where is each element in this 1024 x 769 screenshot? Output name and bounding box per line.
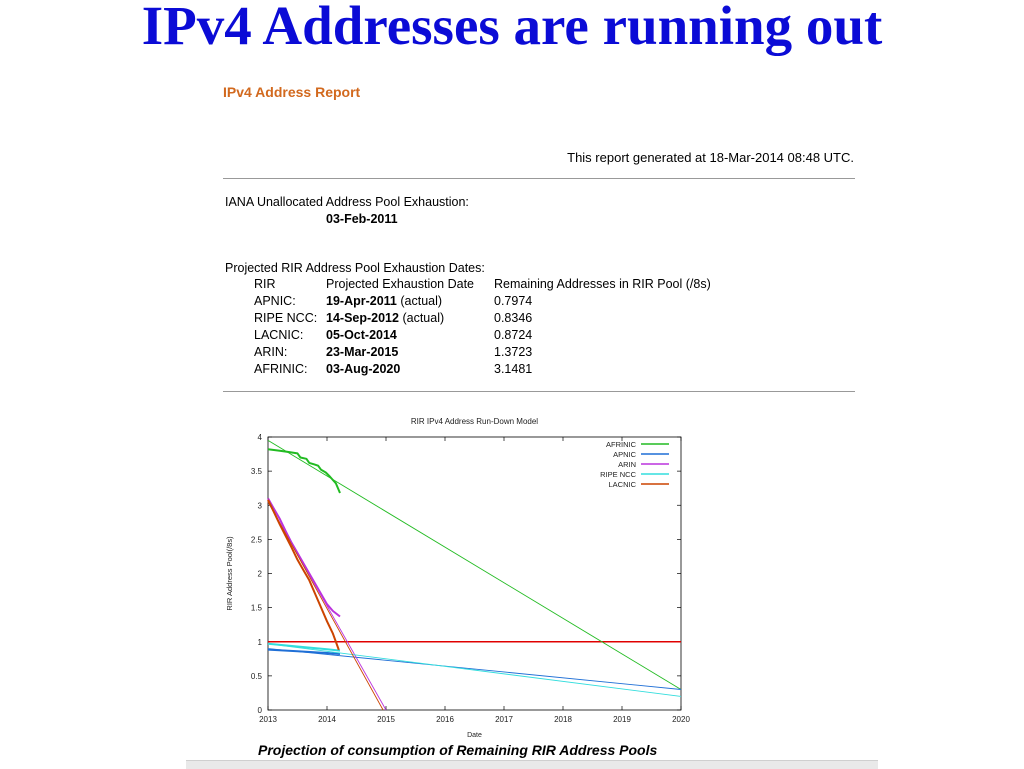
y-tick-label: 1 [258, 638, 263, 647]
row-date-cell: 14-Sep-2012 (actual) [326, 311, 444, 325]
row-note: (actual) [400, 294, 443, 308]
table-header-rir: RIR [254, 277, 276, 291]
slide-title: IPv4 Addresses are running out [141, 0, 883, 56]
x-tick-label: 2014 [318, 715, 336, 724]
series-actual-line [267, 499, 340, 651]
x-tick-label: 2017 [495, 715, 513, 724]
x-axis-label: Date [467, 732, 482, 739]
chart-caption: Projection of consumption of Remaining R… [258, 742, 658, 758]
iana-exhaustion-date: 03-Feb-2011 [326, 212, 398, 226]
row-date: 23-Mar-2015 [326, 345, 399, 359]
series-projection-line [267, 440, 682, 690]
y-tick-label: 1.5 [251, 604, 263, 613]
y-tick-label: 4 [258, 433, 263, 442]
legend-label: LACNIC [608, 480, 636, 489]
rundown-chart: RIR IPv4 Address Run-Down Model 0 0.5 1 1.5 2… [225, 417, 690, 739]
x-tick-label: 2020 [672, 715, 690, 724]
y-axis-label: RIR Address Pool(/8s) [225, 536, 234, 611]
legend-label: RIPE NCC [600, 470, 636, 479]
series-actual-line [267, 642, 341, 652]
report-title: IPv4 Address Report [223, 84, 361, 100]
row-rir: RIPE NCC: [254, 311, 318, 325]
projected-dates-label: Projected RIR Address Pool Exhaustion Da… [225, 261, 485, 275]
x-tick-label: 2015 [377, 715, 395, 724]
chart-title: RIR IPv4 Address Run-Down Model [411, 417, 538, 426]
y-tick-label: 0.5 [251, 672, 263, 681]
row-note: (actual) [402, 311, 445, 325]
divider-top [223, 178, 855, 179]
series-actual-line [267, 648, 341, 655]
row-rir: APNIC: [254, 294, 296, 308]
legend-label: AFRINIC [606, 440, 637, 449]
row-rir: LACNIC: [254, 328, 304, 342]
legend-label: ARIN [618, 460, 636, 469]
row-rir: AFRINIC: [254, 362, 308, 376]
bottom-scroll-strip [186, 760, 878, 769]
y-tick-label: 3 [258, 501, 263, 510]
report-generated-timestamp: This report generated at 18-Mar-2014 08:… [567, 150, 854, 165]
y-tick-label: 3.5 [251, 467, 263, 476]
row-date: 03-Aug-2020 [326, 362, 401, 376]
row-date: 19-Apr-2011 [326, 294, 397, 308]
x-tick-label: 2018 [554, 715, 572, 724]
table-header-remaining: Remaining Addresses in RIR Pool (/8s) [494, 277, 711, 291]
y-tick-label: 0 [258, 706, 263, 715]
row-remaining: 0.8724 [494, 328, 533, 342]
iana-exhaustion-label: IANA Unallocated Address Pool Exhaustion… [225, 195, 469, 209]
series-projection-line [267, 643, 682, 697]
series-actual-line [267, 448, 341, 494]
row-remaining: 3.1481 [494, 362, 533, 376]
row-remaining: 0.8346 [494, 311, 533, 325]
row-rir: ARIN: [254, 345, 288, 359]
row-remaining: 1.3723 [494, 345, 533, 359]
divider-bottom [223, 391, 855, 392]
row-date: 14-Sep-2012 [326, 311, 399, 325]
table-header-date: Projected Exhaustion Date [326, 277, 475, 291]
row-remaining: 0.7974 [494, 294, 533, 308]
x-tick-label: 2016 [436, 715, 454, 724]
row-date: 05-Oct-2014 [326, 328, 397, 342]
series-projection-line [267, 501, 384, 711]
series-projection-line [267, 648, 682, 690]
y-tick-label: 2.5 [251, 535, 263, 544]
x-tick-label: 2013 [259, 715, 277, 724]
legend-label: APNIC [613, 450, 637, 459]
x-tick-label: 2019 [613, 715, 631, 724]
y-tick-label: 2 [258, 570, 263, 579]
row-date-cell: 19-Apr-2011 (actual) [326, 294, 442, 308]
series-actual-line [267, 497, 341, 618]
